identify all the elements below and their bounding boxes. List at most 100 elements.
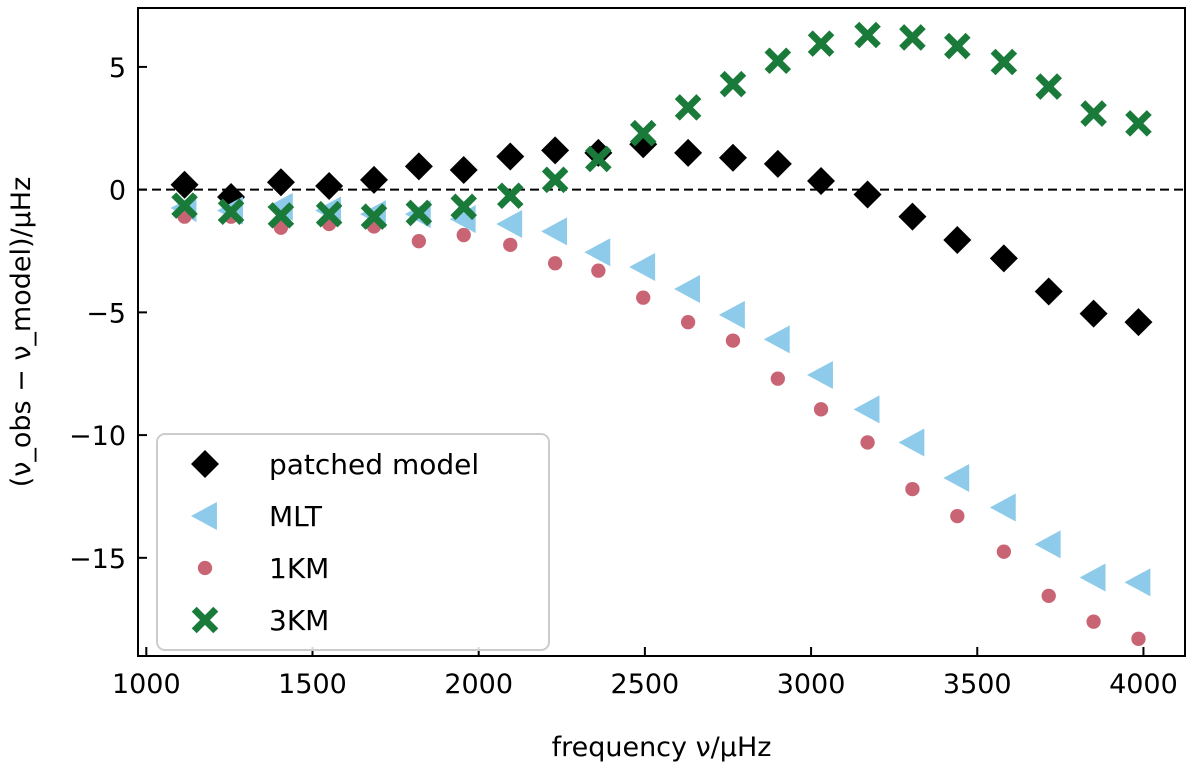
point-mlt (898, 428, 925, 457)
x-marker-stroke (267, 202, 295, 229)
point-1km (636, 290, 651, 305)
legend-label-patched-model: patched model (269, 448, 479, 481)
point-3km (315, 200, 343, 228)
point-3km (585, 145, 612, 173)
x-marker-stroke (1035, 73, 1062, 100)
point-mlt (584, 238, 611, 267)
legend-marker-patched-model (191, 450, 219, 478)
point-3km (1125, 110, 1152, 137)
point-patched-model (541, 136, 570, 165)
point-patched-model (763, 149, 792, 178)
point-patched-model (266, 168, 295, 197)
point-3km (496, 182, 524, 210)
point-3km (807, 30, 835, 57)
point-1km (813, 402, 829, 417)
legend-box (156, 433, 550, 651)
point-mlt (1079, 563, 1106, 592)
plot-frame (137, 7, 1186, 657)
point-mlt (674, 275, 700, 304)
series-patched-model (170, 130, 1153, 337)
point-mlt (763, 325, 790, 354)
x-marker-stroke (315, 200, 343, 228)
legend-label-3km: 3KM (269, 604, 329, 637)
point-mlt (989, 493, 1016, 522)
y-tick-label: −15 (69, 544, 126, 575)
y-tick-label: −5 (86, 298, 126, 329)
point-3km (990, 48, 1018, 76)
legend-label-1km: 1KM (269, 552, 329, 585)
x-marker-stroke (899, 24, 926, 51)
point-1km (591, 263, 606, 278)
point-1km (411, 234, 427, 249)
y-tick-label: 0 (109, 176, 126, 207)
point-patched-model (718, 143, 747, 172)
point-mlt (629, 252, 656, 281)
point-patched-model (1079, 299, 1108, 328)
point-1km (725, 333, 741, 348)
point-3km (629, 119, 657, 147)
point-1km (1131, 631, 1146, 646)
point-mlt (1034, 530, 1061, 559)
point-1km (996, 544, 1012, 559)
point-mlt (496, 210, 523, 238)
x-tick-label: 3500 (943, 669, 1012, 700)
x-marker-stroke (217, 198, 245, 226)
point-3km (899, 24, 926, 51)
point-mlt (1124, 568, 1151, 597)
legend-label-mlt: MLT (269, 500, 323, 533)
x-tick-label: 1000 (112, 669, 181, 700)
point-3km (541, 166, 569, 194)
point-mlt (943, 464, 970, 493)
x-tick-label: 1500 (278, 669, 347, 700)
point-patched-model (853, 180, 882, 209)
point-patched-model (496, 142, 525, 171)
point-patched-model (943, 225, 972, 254)
point-patched-model (674, 138, 703, 167)
point-patched-model (989, 244, 1018, 273)
x-tick-label: 4000 (1109, 669, 1178, 700)
x-marker-stroke (191, 606, 219, 634)
point-3km (217, 198, 245, 226)
x-tick-label: 2000 (444, 669, 513, 700)
point-3km (719, 70, 747, 98)
point-1km (905, 481, 920, 497)
x-marker-stroke (541, 166, 569, 194)
x-marker-stroke (405, 199, 433, 227)
point-1km (1041, 588, 1056, 604)
x-marker-stroke (764, 47, 792, 75)
x-marker-stroke (360, 203, 388, 230)
point-3km (360, 203, 388, 230)
point-patched-model (807, 167, 836, 196)
point-3km (944, 32, 971, 60)
y-tick-label: −10 (69, 421, 126, 452)
point-1km (1086, 614, 1101, 629)
data-marks (170, 21, 1153, 646)
x-marker-stroke (629, 119, 657, 147)
point-3km (1080, 100, 1107, 127)
point-3km (1035, 73, 1062, 100)
x-marker-stroke (990, 48, 1018, 76)
y-axis-label: (ν_obs − ν_model)/μHz (6, 177, 37, 488)
point-1km (547, 256, 563, 271)
point-1km (770, 371, 785, 386)
y-tick-label: 5 (109, 53, 126, 84)
point-1km (273, 220, 289, 235)
legend-marker-1km (197, 560, 213, 576)
point-patched-model (1124, 308, 1153, 337)
point-patched-model (359, 165, 388, 194)
x-marker-stroke (171, 192, 198, 219)
legend-marker-3km (191, 606, 219, 634)
point-patched-model (404, 152, 433, 181)
point-1km (860, 435, 875, 450)
x-marker-stroke (944, 32, 971, 60)
point-mlt (853, 395, 880, 424)
x-axis-label: frequency ν/μHz (552, 732, 772, 763)
ticks-layer: 1000 1500 2000 2500 3000 3500 4000 5 0 −5 −10 −15 (69, 53, 1178, 700)
x-marker-stroke (807, 30, 835, 57)
point-patched-model (584, 138, 613, 167)
x-marker-stroke (585, 145, 612, 173)
point-3km (764, 47, 792, 75)
legend: patched model MLT 1KM 3KM (156, 433, 550, 651)
